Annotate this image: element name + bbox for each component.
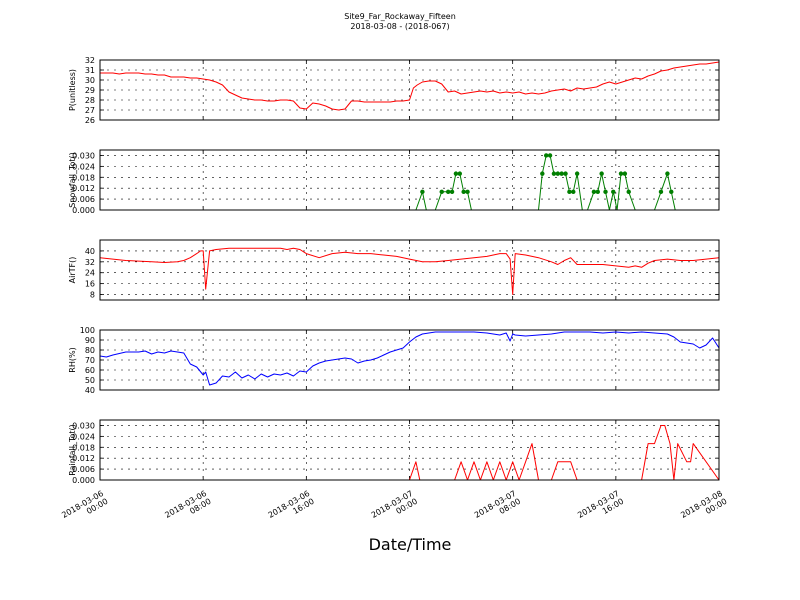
y-tick-label: 40: [85, 386, 95, 395]
data-point: [574, 171, 580, 176]
plot-frame: [99, 59, 720, 121]
data-point: [457, 171, 462, 176]
y-tick-label: 28: [85, 96, 95, 105]
y-tick-label: 27: [85, 106, 95, 115]
data-point: [551, 171, 557, 176]
y-tick-label: 16: [85, 280, 95, 289]
plot-frame: [99, 419, 720, 481]
plot-frame: [99, 149, 720, 211]
y-tick-label: 0.030: [72, 421, 95, 430]
y-tick-label: 24: [85, 269, 95, 278]
y-tick-label: 70: [85, 356, 95, 365]
y-axis-label: RH(%): [68, 347, 77, 372]
y-tick-label: 32: [85, 56, 95, 65]
data-point: [599, 171, 604, 176]
data-point: [571, 189, 576, 195]
panel-5: 0.000 0.006 0.012 0.018 0.024 0.030Rainfall_T…: [68, 419, 720, 485]
panel-2: 0.000 0.006 0.012 0.018 0.024 0.030Snowfall_T…: [68, 149, 720, 215]
y-tick-label: 31: [85, 66, 95, 75]
y-tick-label: 0.030: [72, 151, 95, 160]
data-point: [439, 189, 444, 195]
data-point: [603, 189, 608, 195]
data-point: [669, 189, 674, 195]
data-point: [618, 171, 624, 176]
y-tick-label: 0.000: [72, 476, 95, 485]
data-point: [665, 171, 670, 176]
data-point: [658, 189, 664, 195]
data-point: [591, 189, 597, 195]
x-axis-label: Date/Time: [369, 535, 452, 554]
y-tick-label: 40: [85, 247, 95, 256]
data-point: [595, 189, 600, 195]
y-tick-label: 32: [85, 258, 95, 267]
y-tick-label: 0.024: [72, 432, 95, 441]
panel-3: 8 16 24 32 40 AirTF(): [68, 239, 720, 301]
y-tick-label: 100: [80, 326, 95, 335]
data-point: [611, 189, 616, 195]
data-point: [559, 171, 564, 176]
data-point: [555, 171, 561, 176]
data-point: [543, 153, 549, 158]
y-tick-label: 0.012: [72, 184, 95, 193]
y-axis-label: Snowfall_Tot(): [68, 152, 77, 208]
data-point: [547, 153, 553, 158]
data-point: [461, 189, 466, 195]
data-point: [567, 189, 572, 195]
y-tick-label: 0.018: [72, 173, 95, 182]
y-tick-label: 80: [85, 346, 95, 355]
y-axis-label: Rainfall_Tot(): [68, 424, 77, 476]
data-point: [445, 189, 451, 195]
data-point: [622, 171, 628, 176]
data-point: [420, 189, 425, 195]
figure-title-line-2: 2018-03-08 - (2018-067): [350, 22, 449, 31]
series-line: [99, 331, 720, 386]
y-tick-label: 90: [85, 336, 95, 345]
y-tick-label: 29: [85, 86, 95, 95]
plot-frame: [99, 329, 720, 391]
y-tick-label: 8: [90, 291, 95, 300]
y-tick-label: 60: [85, 366, 95, 375]
y-tick-label: 0.024: [72, 162, 95, 171]
data-point: [453, 171, 459, 176]
data-point: [449, 189, 455, 195]
figure-title-line-1: Site9_Far_Rockaway_Fifteen: [344, 12, 456, 21]
y-axis-label: P(unitless): [68, 69, 77, 111]
data-point: [465, 189, 470, 195]
data-point: [540, 171, 545, 176]
y-tick-label: 0.006: [72, 195, 95, 204]
y-tick-label: 30: [85, 76, 95, 85]
plot-frame: [99, 239, 720, 301]
y-tick-label: 0.000: [72, 206, 95, 215]
data-point: [626, 189, 631, 195]
y-tick-label: 50: [85, 376, 95, 385]
data-point: [563, 171, 568, 176]
y-tick-label: 0.006: [72, 465, 95, 474]
y-tick-label: 26: [85, 116, 95, 125]
series-line: [99, 247, 720, 295]
series-line: [100, 61, 720, 111]
y-tick-label: 0.018: [72, 443, 95, 452]
y-axis-label: AirTF(): [68, 257, 77, 284]
y-tick-label: 0.012: [72, 454, 95, 463]
